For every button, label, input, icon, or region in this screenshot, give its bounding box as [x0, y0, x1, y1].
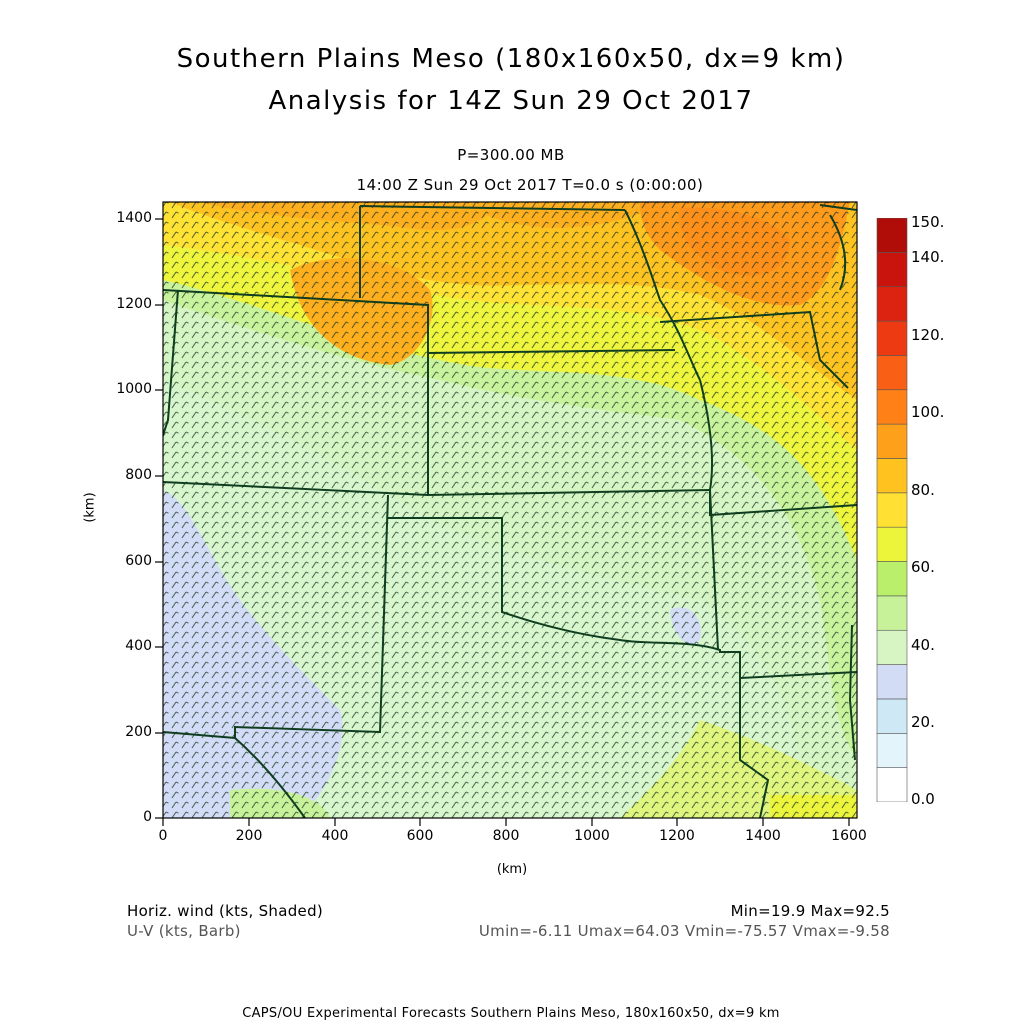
colorbar-swatch: [876, 526, 908, 562]
colorbar-label: 120.: [911, 326, 945, 344]
colorbar-label: 140.: [911, 248, 945, 266]
y-tick-label: 0: [143, 809, 152, 825]
uv-statistics: Umin=-6.11 Umax=64.03 Vmin=-75.57 Vmax=-…: [478, 922, 890, 940]
colorbar: [876, 218, 908, 802]
x-tick-marks: [162, 818, 850, 826]
colorbar-swatch: [876, 732, 908, 768]
y-tick-label: 800: [125, 467, 152, 483]
y-tick-label: 1400: [116, 210, 152, 226]
title-line-1: Southern Plains Meso (180x160x50, dx=9 k…: [176, 44, 846, 74]
x-tick-label: 1000: [574, 828, 610, 844]
barb-field-label: U-V (kts, Barb): [127, 922, 241, 940]
colorbar-swatch: [876, 595, 908, 631]
colorbar-label: 60.: [911, 558, 935, 576]
shaded-field-label: Horiz. wind (kts, Shaded): [127, 902, 324, 920]
colorbar-swatch: [876, 389, 908, 425]
x-tick-label: 1400: [745, 828, 781, 844]
colorbar-swatch: [876, 767, 908, 802]
colorbar-swatch: [876, 320, 908, 356]
title-line-2: Analysis for 14Z Sun 29 Oct 2017: [268, 86, 754, 116]
x-tick-label: 0: [158, 828, 168, 844]
x-tick-label: 800: [492, 828, 520, 844]
colorbar-swatch: [876, 698, 908, 734]
y-axis-label: (km): [82, 492, 98, 523]
colorbar-swatch: [876, 218, 908, 253]
x-tick-label: 1600: [831, 828, 867, 844]
colorbar-swatch: [876, 355, 908, 391]
y-tick-label: 200: [125, 724, 152, 740]
y-tick-label: 600: [125, 553, 152, 569]
wind-speed-shading: [163, 202, 857, 818]
colorbar-swatch: [876, 286, 908, 322]
colorbar-swatch: [876, 252, 908, 288]
x-tick-label: 600: [406, 828, 434, 844]
colorbar-label: 150.: [911, 213, 945, 231]
colorbar-label: 100.: [911, 403, 945, 421]
pressure-level: P=300.00 MB: [457, 146, 565, 164]
credit-line: CAPS/OU Experimental Forecasts Southern …: [242, 1006, 780, 1021]
colorbar-swatch: [876, 629, 908, 665]
colorbar-label: 20.: [911, 713, 935, 731]
min-max-values: Min=19.9 Max=92.5: [730, 902, 890, 920]
y-tick-label: 1000: [116, 381, 152, 397]
colorbar-label: 40.: [911, 636, 935, 654]
colorbar-swatch: [876, 458, 908, 494]
x-tick-label: 200: [235, 828, 263, 844]
colorbar-swatch: [876, 492, 908, 528]
plot-frame: [162, 201, 858, 819]
y-tick-marks: [155, 218, 163, 819]
state-borders: [163, 204, 857, 818]
x-tick-label: 1200: [659, 828, 695, 844]
colorbar-swatch: [876, 423, 908, 459]
y-tick-label: 1200: [116, 296, 152, 312]
colorbar-swatch: [876, 561, 908, 597]
colorbar-swatch: [876, 664, 908, 700]
x-axis-label: (km): [496, 862, 528, 877]
x-tick-label: 400: [321, 828, 349, 844]
valid-time: 14:00 Z Sun 29 Oct 2017 T=0.0 s (0:00:00…: [356, 176, 704, 194]
colorbar-label: 80.: [911, 481, 935, 499]
colorbar-label: 0.0: [911, 790, 935, 808]
y-tick-label: 400: [125, 638, 152, 654]
